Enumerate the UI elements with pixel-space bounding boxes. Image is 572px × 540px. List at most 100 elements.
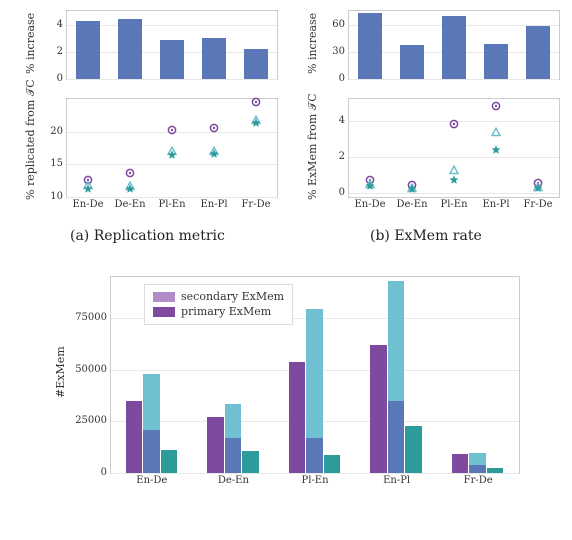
panel-a-bar-ylabel: % increase	[24, 13, 37, 74]
xtick-label: Fr-De	[523, 200, 552, 210]
bar	[484, 44, 508, 79]
panel-a: 024 % increase 101520En-DeDe-EnPl-EnEn-P…	[8, 4, 286, 219]
ytick-label: 4	[57, 20, 63, 30]
bar	[76, 21, 100, 79]
marker	[449, 175, 459, 185]
bar	[118, 19, 142, 79]
ytick-label: 60	[332, 20, 345, 30]
stacked-bar-primary	[207, 417, 223, 473]
xtick-label: En-De	[354, 200, 385, 210]
stacked-bar-primary	[324, 455, 340, 473]
stacked-bar-primary	[143, 430, 159, 473]
stacked-bar-primary	[405, 426, 421, 473]
stacked-bar-primary	[242, 451, 258, 473]
marker	[365, 181, 375, 191]
marker	[167, 125, 177, 135]
marker	[407, 184, 417, 194]
ytick-label: 2	[57, 47, 63, 57]
gridline	[67, 79, 277, 80]
marker	[83, 184, 93, 194]
gridline	[67, 164, 277, 165]
stacked-bar-primary	[126, 401, 142, 473]
ytick-label: 30	[332, 47, 345, 57]
ytick-label: 0	[101, 468, 107, 478]
marker	[449, 165, 459, 175]
bar	[244, 49, 268, 79]
marker	[251, 97, 261, 107]
marker	[491, 101, 501, 111]
ytick-label: 15	[50, 159, 63, 169]
xtick-label: De-En	[114, 200, 145, 210]
marker	[167, 150, 177, 160]
legend-label: primary ExMem	[181, 304, 271, 319]
gridline	[349, 79, 559, 80]
ytick-label: 0	[339, 74, 345, 84]
xtick-label: En-Pl	[482, 200, 509, 210]
bar	[202, 38, 226, 79]
ytick-label: 0	[339, 188, 345, 198]
marker	[491, 145, 501, 155]
stacked-bar-primary	[452, 454, 468, 473]
marker	[449, 119, 459, 129]
stacked-bar-primary	[469, 465, 485, 473]
panel-a-caption: (a) Replication metric	[70, 228, 225, 244]
stacked-bar-primary	[388, 401, 404, 473]
xtick-label: Fr-De	[464, 476, 493, 486]
marker	[209, 149, 219, 159]
xtick-label: En-De	[136, 476, 167, 486]
xtick-label: Pl-En	[158, 200, 185, 210]
ytick-label: 75000	[75, 313, 107, 323]
stacked-bar-primary	[161, 450, 177, 473]
xtick-label: En-Pl	[200, 200, 227, 210]
marker	[533, 183, 543, 193]
ytick-label: 4	[339, 116, 345, 126]
panel-c-ylabel: #ExMem	[54, 346, 67, 398]
ytick-label: 0	[57, 74, 63, 84]
bar	[442, 16, 466, 79]
gridline	[349, 157, 559, 158]
bar	[160, 40, 184, 79]
panel-b-scatter-ylabel: % ExMem from 𝒯C	[306, 93, 320, 200]
ytick-label: 10	[50, 192, 63, 202]
panel-a-bar-plot: 024	[66, 10, 278, 80]
xtick-label: De-En	[396, 200, 427, 210]
panel-a-scatter-plot: 101520En-DeDe-EnPl-EnEn-PlFr-De	[66, 98, 278, 198]
panel-a-scatter-ylabel: % replicated from 𝒯C	[24, 79, 38, 200]
marker	[209, 123, 219, 133]
panel-b-bar-ylabel: % increase	[306, 13, 319, 74]
legend-swatch	[153, 292, 175, 302]
panel-c: 0 25000 50000 75000 En-De De-En Pl-En En-Pl Fr-D…	[40, 268, 532, 508]
xtick-label: Fr-De	[241, 200, 270, 210]
stacked-bar-primary	[487, 468, 503, 473]
bar	[400, 45, 424, 79]
xtick-label: En-De	[72, 200, 103, 210]
ytick-label: 25000	[75, 416, 107, 426]
gridline	[111, 473, 519, 474]
ytick-label: 2	[339, 152, 345, 162]
figure-root: 024 % increase 101520En-DeDe-EnPl-EnEn-P…	[0, 0, 572, 540]
bar	[526, 26, 550, 79]
panel-c-legend: secondary ExMemprimary ExMem	[144, 284, 293, 325]
stacked-bar-primary	[289, 362, 305, 473]
marker	[125, 168, 135, 178]
panel-b-caption: (b) ExMem rate	[370, 228, 482, 244]
panel-b-bar-plot: 03060	[348, 10, 560, 80]
legend-row: secondary ExMem	[153, 289, 284, 304]
xtick-label: De-En	[218, 476, 249, 486]
legend-row: primary ExMem	[153, 304, 284, 319]
gridline	[349, 193, 559, 194]
gridline	[67, 197, 277, 198]
panel-b: 03060 % increase 024En-DeDe-EnPl-EnEn-Pl…	[296, 4, 568, 219]
xtick-label: Pl-En	[301, 476, 328, 486]
bar	[358, 13, 382, 79]
panel-b-scatter-plot: 024En-DeDe-EnPl-EnEn-PlFr-De	[348, 98, 560, 198]
marker	[491, 127, 501, 137]
stacked-bar-primary	[306, 438, 322, 473]
legend-swatch	[153, 307, 175, 317]
xtick-label: Pl-En	[440, 200, 467, 210]
marker	[251, 118, 261, 128]
legend-label: secondary ExMem	[181, 289, 284, 304]
ytick-label: 50000	[75, 365, 107, 375]
ytick-label: 20	[50, 127, 63, 137]
xtick-label: En-Pl	[383, 476, 410, 486]
